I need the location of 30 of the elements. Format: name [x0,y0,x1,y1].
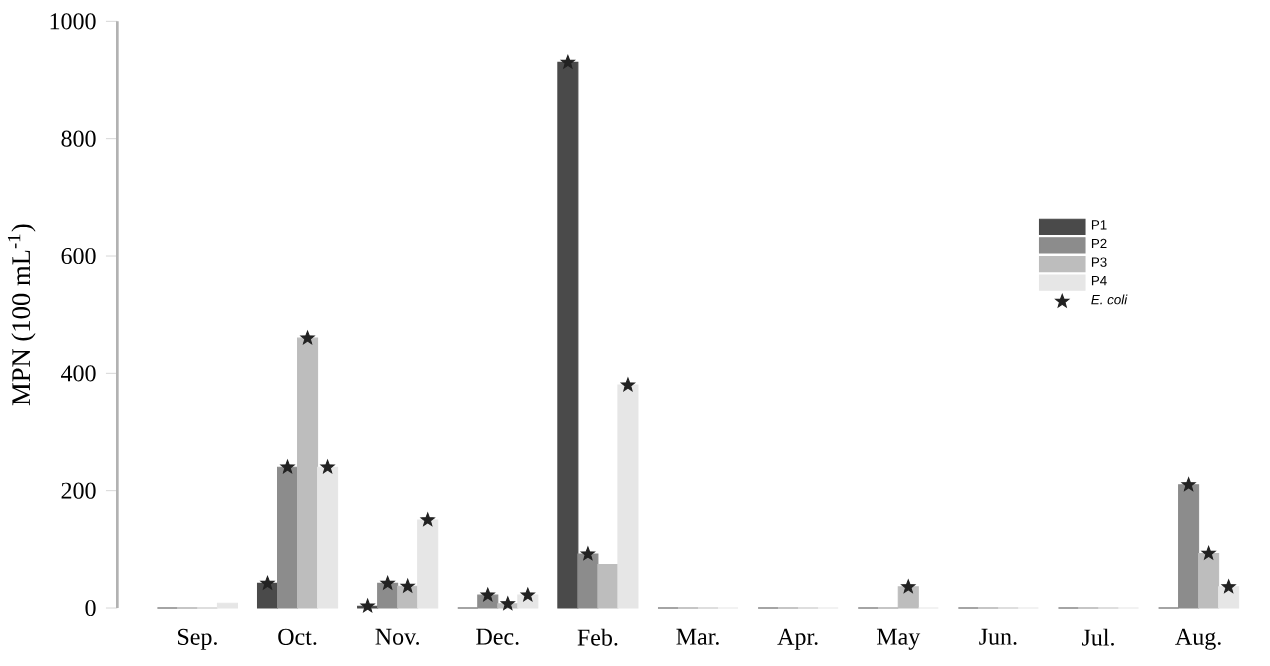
bar [897,586,919,609]
y-axis-title: MPN (100 mL$^{-1}$) [7,224,36,406]
bar [1218,586,1240,609]
x-tick-label: Jun. [979,628,1017,645]
bar [577,553,599,609]
y-tick-label: 1000 [50,13,96,30]
x-tick-label: Oct. [278,628,317,646]
x-tick-label: Jul. [1081,628,1114,646]
bar [417,519,439,609]
y-tick-label: 600 [61,247,96,265]
x-tick-label: Dec. [476,628,519,645]
bar [1178,484,1200,609]
bar [297,337,319,609]
bar [597,564,619,609]
x-tick-label: May [876,628,921,650]
x-tick-label: Mar. [676,628,719,645]
y-tick-label: 200 [61,482,96,499]
x-tick-label: Apr. [777,628,818,650]
x-tick-label: Nov. [375,628,420,645]
bar [276,466,299,609]
y-tick-label: 0 [85,599,96,617]
x-tick-label: Sep. [178,628,217,650]
x-tick-label: Aug. [1175,628,1221,650]
y-tick-label: 400 [61,365,96,382]
y-tick-label: 800 [61,130,96,147]
bar [617,384,639,609]
bar [317,466,339,609]
x-tick-label: Feb. [577,628,618,646]
bar [557,61,579,609]
bar [1198,552,1220,609]
